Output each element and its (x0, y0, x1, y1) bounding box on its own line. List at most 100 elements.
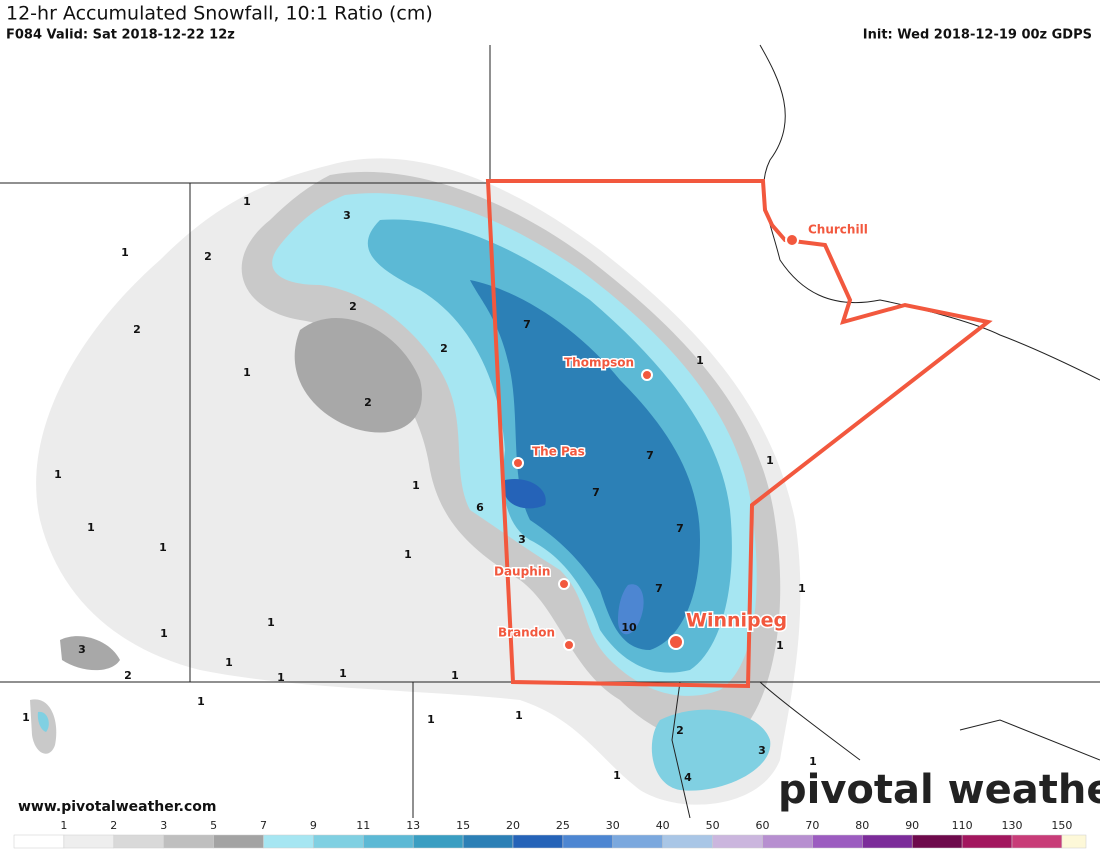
brand-logo: pivotal weather (778, 767, 1100, 813)
city-label: Thompson (564, 356, 634, 370)
contour-label: 2 (440, 342, 448, 355)
legend-swatch (412, 834, 464, 849)
contour-label: 2 (133, 323, 141, 336)
legend-tick-label: 130 (1002, 819, 1023, 832)
contour-label: 1 (121, 246, 129, 259)
contour-label: 1 (160, 627, 168, 640)
legend-swatch (313, 834, 364, 849)
contour-label: 2 (676, 724, 684, 737)
city-label: Dauphin (494, 565, 550, 579)
legend-tick-label: 5 (210, 819, 217, 832)
contour-label: 1 (404, 548, 412, 561)
title: 12-hr Accumulated Snowfall, 10:1 Ratio (… (6, 3, 433, 25)
legend-swatch (1061, 834, 1087, 849)
contour-label: 1 (277, 671, 285, 684)
contour-label: 10 (621, 621, 637, 634)
contour-label: 1 (696, 354, 704, 367)
city-marker (558, 578, 570, 590)
legend-tick-label: 90 (905, 819, 919, 832)
legend-swatch (762, 834, 813, 849)
contour-label: 2 (364, 396, 372, 409)
legend-swatch (263, 834, 314, 849)
legend-swatch (812, 834, 863, 849)
city-label: Churchill (808, 223, 868, 237)
legend-swatch (462, 834, 514, 849)
legend-tick-label: 15 (456, 819, 470, 832)
contour-label: 7 (655, 582, 663, 595)
legend-tick-label: 2 (110, 819, 117, 832)
city-label: The Pas (532, 445, 585, 459)
contour-label: 7 (646, 449, 654, 462)
manitoba-border (485, 179, 993, 689)
legend-swatch (911, 834, 963, 849)
legend-tick-label: 70 (805, 819, 819, 832)
contour-label: 1 (412, 479, 420, 492)
site-url: www.pivotalweather.com (18, 799, 217, 815)
contour-label: 3 (758, 744, 766, 757)
legend-tick-label: 11 (356, 819, 370, 832)
legend-tick-label: 80 (855, 819, 869, 832)
legend-tick-label: 110 (952, 819, 973, 832)
contour-label: 1 (225, 656, 233, 669)
legend-tick-label: 20 (506, 819, 520, 832)
city-label: Winnipeg (686, 610, 787, 632)
contour-label: 2 (204, 250, 212, 263)
city-marker (563, 639, 575, 651)
legend-swatch (13, 834, 65, 849)
contour-label: 1 (451, 669, 459, 682)
legend-tick-label: 150 (1051, 819, 1072, 832)
contour-label: 7 (592, 486, 600, 499)
city-marker (785, 233, 799, 247)
legend-swatch (862, 834, 913, 849)
legend-tick-label: 9 (310, 819, 317, 832)
init-time: Init: Wed 2018-12-19 00z GDPS (863, 28, 1092, 43)
legend-swatch (512, 834, 564, 849)
contour-label: 1 (197, 695, 205, 708)
contour-label: 1 (267, 616, 275, 629)
contour-label: 7 (523, 318, 531, 331)
contour-label: 1 (766, 454, 774, 467)
legend-swatch (712, 834, 763, 849)
city-label: Brandon (498, 626, 555, 640)
legend-tick-label: 40 (656, 819, 670, 832)
legend-tick-label: 13 (406, 819, 420, 832)
contour-label: 1 (613, 769, 621, 782)
city-marker (668, 634, 684, 650)
contour-label: 3 (343, 209, 351, 222)
city-marker (512, 457, 524, 469)
contour-label: 4 (684, 771, 692, 784)
city-marker (641, 369, 653, 381)
legend-swatch (63, 834, 115, 849)
contour-label: 2 (124, 669, 132, 682)
contour-label: 7 (676, 522, 684, 535)
contour-label: 1 (339, 667, 347, 680)
legend-swatch (163, 834, 214, 849)
legend-swatch (961, 834, 1013, 849)
contour-label: 1 (243, 366, 251, 379)
contour-label: 1 (427, 713, 435, 726)
snowfall-shading (30, 158, 801, 805)
legend-tick-label: 30 (606, 819, 620, 832)
legend-swatch (213, 834, 264, 849)
legend-tick-label: 50 (706, 819, 720, 832)
legend-tick-label: 25 (556, 819, 570, 832)
contour-label: 1 (809, 755, 817, 768)
legend-swatch (363, 834, 414, 849)
contour-label: 1 (776, 639, 784, 652)
legend-swatch (612, 834, 663, 849)
contour-label: 1 (54, 468, 62, 481)
legend-tick-label: 7 (260, 819, 267, 832)
legend-tick-label: 3 (160, 819, 167, 832)
legend-swatch (1011, 834, 1063, 849)
legend-tick-label: 60 (756, 819, 770, 832)
legend-tick-label: 1 (60, 819, 67, 832)
contour-label: 6 (476, 501, 484, 514)
contour-label: 3 (518, 533, 526, 546)
legend-swatch (562, 834, 614, 849)
borders (0, 44, 1100, 819)
legend-swatch (113, 834, 164, 849)
contour-label: 2 (349, 300, 357, 313)
contour-label: 3 (78, 643, 86, 656)
